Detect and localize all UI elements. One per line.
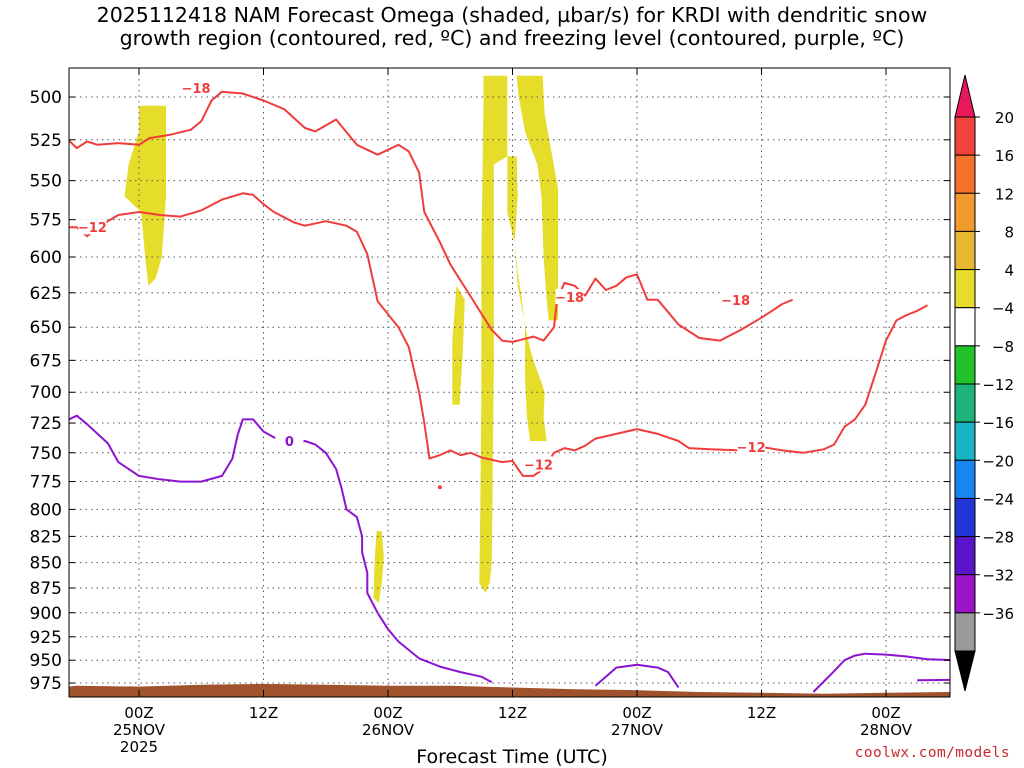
colorbar-label-0: 20 [995, 109, 1014, 127]
x-tick-label-42-1: 12Z [498, 704, 527, 722]
dgz-bottom-label-2: −12 [737, 441, 766, 456]
freezing-level-2 [594, 663, 680, 689]
x-tick-label-54-1: 00Z [622, 704, 651, 722]
y-tick-label-650: 650 [30, 318, 62, 338]
colorbar-segment-6 [954, 345, 976, 385]
omega-4-8-a [124, 105, 166, 286]
colorbar-segment-1 [954, 154, 976, 194]
colorbar-label-13: −36 [982, 605, 1014, 623]
colorbar-label-3: 8 [1004, 223, 1014, 241]
colorbar-segment-11 [954, 536, 976, 576]
dgz-bottom-label-0: −12 [78, 221, 107, 236]
dgz-bottom-label-1: −12 [524, 458, 553, 473]
y-tick-label-625: 625 [30, 284, 62, 304]
y-tick-label-900: 900 [30, 604, 62, 624]
x-tick-label-6-1: 00Z [124, 704, 153, 722]
plot-area: −18 −18 −18 −12 −12 −12 0 [69, 68, 950, 697]
colorbar: 20 16 12 8 4 −4 −8 −12 −16 −20 −24 −28 −32 −36 [954, 74, 1014, 692]
y-tick-label-825: 825 [30, 527, 62, 547]
dgz-top-label-2: −18 [721, 294, 750, 309]
colorbar-segment-4 [954, 269, 976, 309]
x-tick-label-30-1: 00Z [373, 704, 402, 722]
y-tick-label-850: 850 [30, 554, 62, 574]
colorbar-top-arrow [954, 74, 976, 118]
terrain-fill [69, 683, 950, 697]
chart-title: 2025112418 NAM Forecast Omega (shaded, µ… [0, 4, 1024, 50]
colorbar-label-9: −20 [982, 452, 1014, 470]
x-tick-label-6-2: 25NOV [113, 721, 166, 739]
y-tick-label-600: 600 [30, 248, 62, 268]
colorbar-segment-7 [954, 383, 976, 423]
colorbar-label-4: 4 [1004, 262, 1014, 280]
x-tick-label-6-3: 2025 [120, 738, 158, 756]
colorbar-label-5: −4 [992, 300, 1014, 318]
freezing-level-1-label-bg-0 [275, 433, 304, 449]
y-tick-label-675: 675 [30, 351, 62, 371]
plot-border [68, 67, 951, 698]
colorbar-bottom-arrow [954, 650, 976, 692]
dgz-top [69, 90, 793, 343]
y-tick-label-750: 750 [30, 444, 62, 464]
colorbar-segment-12 [954, 574, 976, 614]
colorbar-segment-5 [954, 307, 976, 347]
dgz-bottom-label-bg-1 [524, 456, 553, 472]
omega-4-8-f [507, 156, 547, 441]
colorbar-label-2: 12 [995, 185, 1014, 203]
y-tick-label-975: 975 [30, 674, 62, 694]
dgz-top-label-bg-2 [721, 291, 750, 307]
y-tick-label-700: 700 [30, 383, 62, 403]
y-tick-label-875: 875 [30, 579, 62, 599]
dgz-bottom [69, 192, 928, 477]
colorbar-segment-0 [954, 116, 976, 156]
y-tick-label-775: 775 [30, 473, 62, 493]
credit-link[interactable]: coolwx.com/models [854, 745, 1010, 761]
colorbar-label-12: −32 [982, 567, 1014, 585]
freezing-level-3 [812, 652, 950, 693]
colorbar-label-1: 16 [995, 147, 1014, 165]
y-tick-label-575: 575 [30, 211, 62, 231]
omega-4-8-g [516, 75, 559, 321]
omega-4-8-d [373, 531, 384, 603]
freezing-level-4 [917, 678, 950, 682]
colorbar-segment-3 [954, 230, 976, 271]
dgz-top-label-1: −18 [555, 291, 584, 306]
dgz-top-label-bg-1 [555, 289, 584, 305]
chart-title-line-1: 2025112418 NAM Forecast Omega (shaded, µ… [96, 3, 928, 27]
omega-4-8-c [452, 285, 465, 405]
freezing-level-1-label-0: 0 [285, 435, 294, 450]
colorbar-segment-13 [954, 612, 976, 652]
chart-title-line-2: growth region (contoured, red, ºC) and f… [119, 26, 905, 50]
x-tick-label-30-2: 26NOV [362, 721, 415, 739]
colorbar-label-8: −16 [982, 414, 1014, 432]
dgz-bottom-label-bg-0 [78, 219, 107, 235]
x-tick-label-78-1: 00Z [871, 704, 900, 722]
y-tick-label-800: 800 [30, 500, 62, 520]
y-tick-label-925: 925 [30, 628, 62, 648]
colorbar-segment-9 [954, 459, 976, 499]
y-tick-label-950: 950 [30, 651, 62, 671]
colorbar-label-10: −24 [982, 490, 1014, 508]
spot-mark-0 [437, 485, 442, 490]
y-tick-label-525: 525 [30, 131, 62, 151]
colorbar-segment-8 [954, 421, 976, 461]
colorbar-label-11: −28 [982, 529, 1014, 547]
x-tick-label-66-1: 12Z [747, 704, 776, 722]
x-tick-label-78-2: 28NOV [860, 721, 913, 739]
dgz-top-label-0: −18 [182, 82, 211, 97]
dgz-bottom-label-bg-2 [737, 438, 766, 454]
colorbar-label-6: −8 [992, 338, 1014, 356]
y-tick-label-550: 550 [30, 172, 62, 192]
omega-4-8-e [479, 75, 508, 593]
colorbar-segment-10 [954, 497, 976, 538]
y-tick-label-500: 500 [30, 88, 62, 108]
x-tick-label-54-2: 27NOV [611, 721, 664, 739]
x-axis-title: Forecast Time (UTC) [416, 746, 608, 768]
y-tick-label-725: 725 [30, 414, 62, 434]
colorbar-segment-2 [954, 192, 976, 232]
colorbar-label-7: −12 [982, 376, 1014, 394]
x-tick-label-18-1: 12Z [249, 704, 278, 722]
dgz-top-label-bg-0 [182, 80, 211, 96]
